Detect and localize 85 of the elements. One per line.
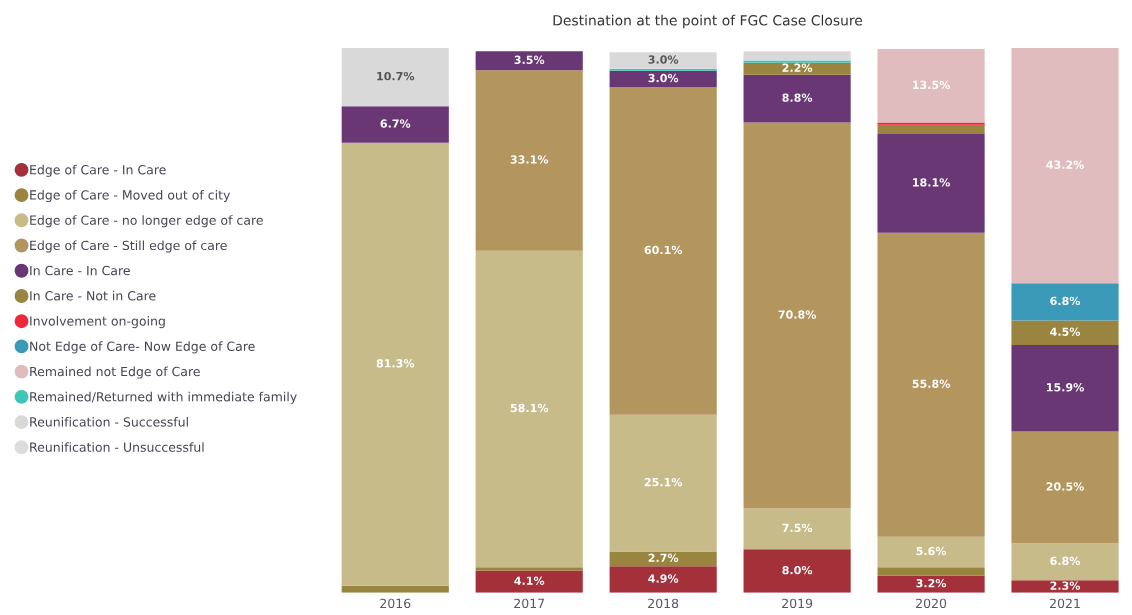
- bar: [743, 122, 851, 509]
- legend-label: Reunification - Successful: [30, 416, 188, 427]
- bar: [475, 250, 583, 568]
- data-label: 18.1%: [913, 178, 950, 187]
- bar: [743, 74, 851, 123]
- bar: [475, 70, 583, 251]
- x-tick-label: 2016: [380, 598, 411, 609]
- bar: [877, 575, 985, 593]
- legend-label: Edge of Care - no longer edge of care: [30, 215, 263, 228]
- data-label: 4.5%: [1050, 327, 1081, 336]
- x-tick-label: 2018: [648, 598, 679, 609]
- data-label: 25.1%: [644, 477, 683, 487]
- data-label: 3.5%: [514, 55, 545, 64]
- data-label: 4.1%: [514, 576, 545, 585]
- bar: [475, 567, 583, 571]
- bar: [743, 51, 851, 61]
- bar: [877, 134, 985, 233]
- data-label: 6.8%: [1050, 296, 1081, 306]
- legend-label: Remained not Edge of Care: [30, 366, 200, 379]
- bar: [341, 106, 449, 143]
- data-label: 7.5%: [782, 523, 813, 533]
- data-label: 70.8%: [778, 310, 817, 319]
- bar: [743, 549, 851, 593]
- data-label: 15.9%: [1047, 383, 1084, 392]
- bar: [877, 49, 985, 123]
- bar: [341, 142, 449, 586]
- data-label: 81.3%: [376, 359, 415, 368]
- bar: [743, 60, 851, 63]
- legend-label: Edge of Care - Moved out of city: [30, 189, 231, 203]
- data-label: 33.1%: [510, 155, 549, 164]
- x-tick-label: 2019: [782, 598, 813, 609]
- data-label: 55.8%: [912, 379, 950, 388]
- chart-title: Destination at the point of FGC Case Closure: [553, 14, 863, 29]
- bar: [1011, 344, 1119, 432]
- bar: [609, 68, 717, 71]
- bar: [1011, 543, 1119, 581]
- data-label: 3.2%: [916, 578, 947, 588]
- data-label: 58.1%: [510, 403, 549, 413]
- data-label: 20.5%: [1046, 482, 1084, 491]
- data-label: 13.5%: [913, 80, 950, 90]
- data-label: 8.0%: [782, 565, 813, 575]
- bar: [609, 52, 717, 69]
- data-label: 2.7%: [648, 553, 679, 563]
- bar: [609, 414, 717, 552]
- bar: [1011, 431, 1119, 544]
- legend-label: Edge of Care - In Care: [30, 164, 166, 177]
- data-label: 2.3%: [1050, 581, 1081, 590]
- bar: [609, 566, 717, 593]
- bar: [475, 570, 583, 593]
- data-label: 60.1%: [644, 245, 683, 255]
- data-label: 5.6%: [916, 546, 947, 556]
- bar: [743, 62, 851, 75]
- x-tick-label: 2021: [1050, 598, 1080, 609]
- data-label: 6.8%: [1050, 556, 1081, 566]
- legend-label: In Care - Not in Care: [30, 290, 156, 301]
- data-label: 43.2%: [1046, 160, 1084, 169]
- bar: [877, 122, 985, 125]
- legend-label: Remained/Returned with immediate family: [30, 391, 297, 404]
- bar: [341, 47, 449, 107]
- x-tick-label: 2017: [514, 598, 545, 609]
- bar: [609, 551, 717, 567]
- bar: [877, 232, 985, 537]
- bar: [877, 567, 985, 576]
- x-tick-label: 2020: [916, 598, 947, 609]
- data-label: 8.8%: [782, 93, 813, 102]
- data-label: 4.9%: [648, 574, 679, 583]
- bar: [609, 87, 717, 415]
- bar: [475, 51, 583, 71]
- legend-label: In Care - In Care: [30, 265, 130, 276]
- bar: [877, 536, 985, 568]
- bar: [877, 124, 985, 135]
- legend-label: Edge of Care - Still edge of care: [30, 240, 227, 253]
- bar: [1011, 283, 1119, 321]
- data-label: 6.7%: [380, 119, 411, 128]
- bar: [743, 508, 851, 550]
- bar: [1011, 320, 1119, 345]
- bar: [1011, 47, 1119, 284]
- data-label: 3.0%: [648, 55, 679, 64]
- legend-label: Reunification - Unsuccessful: [30, 442, 204, 452]
- legend-label: Involvement on-going: [30, 316, 165, 329]
- data-label: 2.2%: [782, 63, 813, 72]
- legend-label: Not Edge of Care- Now Edge of Care: [30, 341, 255, 354]
- data-label: 10.7%: [377, 71, 415, 81]
- bar: [609, 70, 717, 88]
- data-label: 3.0%: [648, 73, 679, 83]
